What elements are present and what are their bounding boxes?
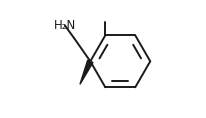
Text: H₂N: H₂N	[53, 19, 76, 32]
Polygon shape	[80, 60, 93, 84]
